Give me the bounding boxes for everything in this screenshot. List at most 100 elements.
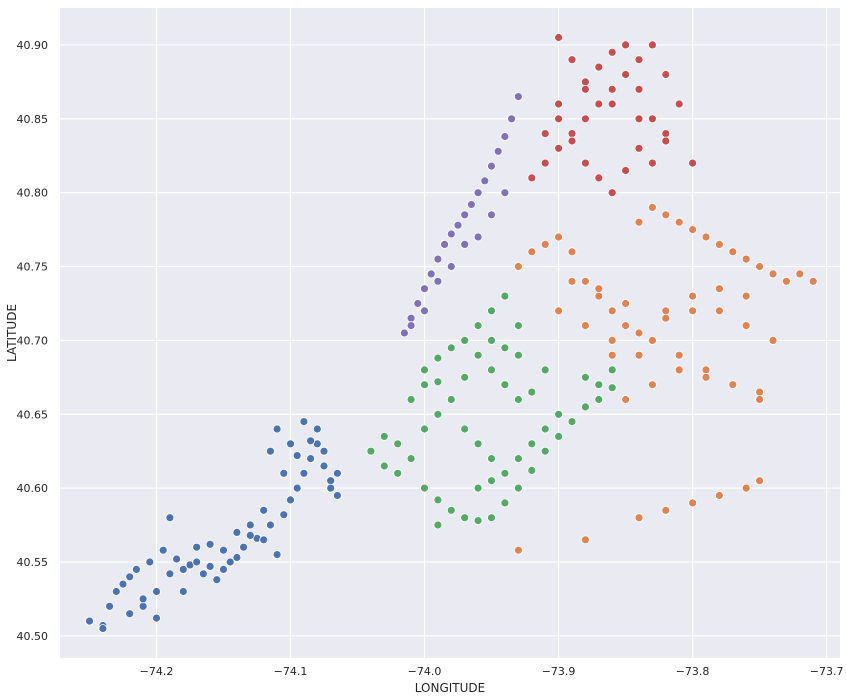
data-point xyxy=(567,129,577,139)
data-point xyxy=(158,545,168,555)
data-point xyxy=(272,424,282,434)
data-point xyxy=(319,461,329,471)
data-point xyxy=(581,372,590,382)
data-point xyxy=(420,483,429,493)
data-point xyxy=(487,454,496,464)
data-point xyxy=(701,372,711,382)
data-point xyxy=(286,495,295,505)
y-tick-label: 40.90 xyxy=(17,39,49,52)
data-point xyxy=(426,269,436,279)
data-point xyxy=(399,328,409,338)
x-tick-labels: −74.2 −74.1 −74.0 −73.9 −73.8 −73.7 xyxy=(140,665,844,678)
data-point xyxy=(433,353,443,363)
data-point xyxy=(661,70,671,79)
data-point xyxy=(514,321,523,331)
data-point xyxy=(701,365,711,375)
data-point xyxy=(279,468,289,478)
data-point xyxy=(621,321,630,331)
data-point xyxy=(433,276,443,286)
data-point xyxy=(326,483,336,493)
data-point xyxy=(487,306,496,316)
data-point xyxy=(306,436,316,446)
data-point xyxy=(319,446,329,456)
data-point xyxy=(265,520,275,530)
data-point xyxy=(232,553,242,562)
data-point xyxy=(446,262,456,271)
data-point xyxy=(768,269,778,279)
data-point xyxy=(420,365,429,375)
series-4 xyxy=(527,33,697,198)
data-point xyxy=(634,328,644,338)
data-point xyxy=(701,232,711,242)
data-point xyxy=(594,284,604,294)
data-point xyxy=(554,409,563,419)
data-point xyxy=(225,557,235,567)
data-point xyxy=(741,254,751,264)
data-point xyxy=(527,465,537,475)
data-point xyxy=(446,505,456,515)
data-point xyxy=(507,114,517,124)
data-point xyxy=(554,33,563,42)
data-point xyxy=(554,99,563,109)
data-point xyxy=(460,372,470,382)
data-point xyxy=(500,132,510,141)
data-point xyxy=(648,114,657,124)
data-point xyxy=(688,225,697,235)
data-point xyxy=(527,247,537,257)
data-point xyxy=(219,565,228,574)
data-point xyxy=(741,291,751,301)
data-point xyxy=(621,70,630,79)
data-point xyxy=(500,468,510,478)
data-point xyxy=(406,395,416,404)
y-tick-labels: 40.50 40.55 40.60 40.65 40.70 40.75 40.80 40.85… xyxy=(17,39,49,643)
y-tick-label: 40.60 xyxy=(17,482,49,495)
data-point xyxy=(581,84,590,94)
y-tick-label: 40.65 xyxy=(17,408,49,421)
data-point xyxy=(245,531,255,540)
data-point xyxy=(527,439,537,449)
data-point xyxy=(212,575,222,585)
data-point xyxy=(420,284,429,294)
data-point xyxy=(306,454,316,464)
data-point xyxy=(259,505,269,515)
data-point xyxy=(111,587,121,596)
data-point xyxy=(755,395,764,404)
data-point xyxy=(540,365,550,375)
data-point xyxy=(487,513,496,523)
data-point xyxy=(473,483,483,493)
data-point xyxy=(500,498,510,508)
data-point xyxy=(540,129,550,139)
series-2 xyxy=(514,202,818,555)
data-point xyxy=(728,380,738,390)
data-points xyxy=(85,33,818,633)
data-point xyxy=(460,513,470,523)
data-point xyxy=(581,114,590,124)
data-point xyxy=(554,232,563,242)
data-point xyxy=(152,587,161,596)
data-point xyxy=(607,335,617,345)
data-point xyxy=(420,380,429,390)
data-point xyxy=(118,579,128,589)
data-point xyxy=(594,99,604,109)
data-point xyxy=(299,417,309,427)
data-point xyxy=(594,173,604,183)
data-point xyxy=(648,335,657,345)
data-point xyxy=(473,188,483,198)
data-point xyxy=(152,613,161,623)
data-point xyxy=(172,554,182,564)
data-point xyxy=(540,424,550,434)
data-point xyxy=(205,539,215,549)
data-point xyxy=(487,210,496,220)
data-point xyxy=(674,365,684,375)
data-point xyxy=(239,542,249,552)
data-point xyxy=(567,55,577,65)
data-point xyxy=(192,542,202,552)
data-point xyxy=(674,350,684,360)
data-point xyxy=(312,424,322,434)
data-point xyxy=(379,461,389,471)
data-point xyxy=(198,569,208,579)
data-point xyxy=(607,350,617,360)
data-point xyxy=(500,291,510,301)
data-point xyxy=(715,306,724,316)
data-point xyxy=(138,601,148,611)
